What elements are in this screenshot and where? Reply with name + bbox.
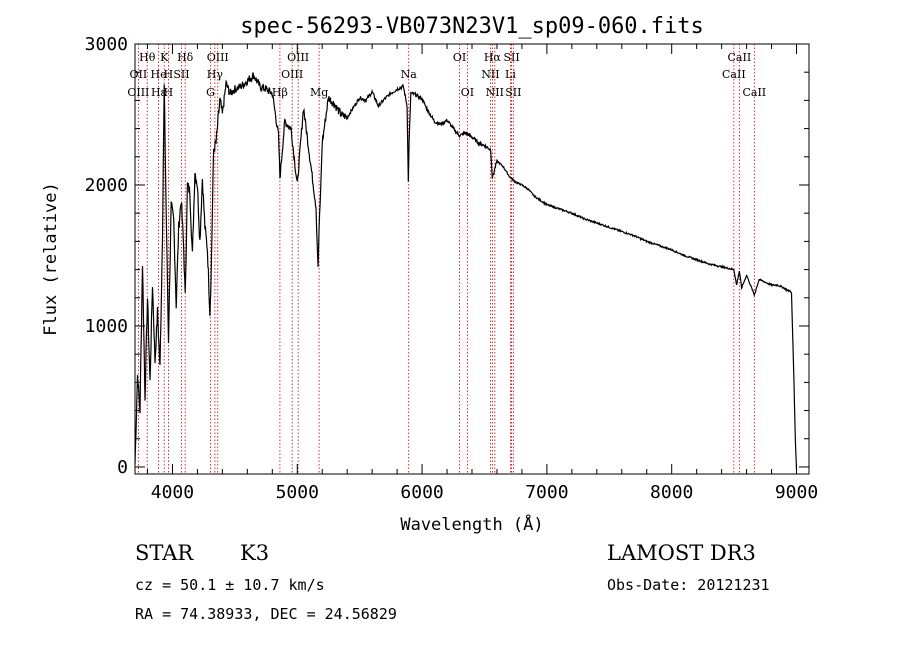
spectral-line-label: CaII [728,51,752,64]
spectral-line-label: Na [401,68,418,81]
y-tick-label: 1000 [85,316,128,337]
y-axis-label: Flux (relative) [41,182,61,336]
spectral-line-label: H [164,68,174,81]
spectral-line-label: SII [173,68,189,81]
spectral-line-label: G [206,86,215,99]
x-axis-label: Wavelength (Å) [400,513,543,535]
subclass: K3 [240,541,269,565]
spectrum-line [134,72,798,470]
spectral-line-label: OIII [281,68,303,81]
obs-date: Obs-Date: 20121231 [607,576,770,594]
object-type: STAR [135,541,194,565]
spectral-line-label: OI [453,51,466,64]
x-tick-label: 9000 [775,482,818,503]
spectral-line-label: Hα [484,51,502,64]
spectral-line-label: OIII [287,51,309,64]
x-tick-label: 7000 [525,482,568,503]
chart-title: spec-56293-VB073N23V1_sp09-060.fits [240,14,704,39]
spectral-line-label: OIII [127,86,149,99]
spectral-line-label: K [160,51,169,64]
x-tick-label: 6000 [400,482,443,503]
spectral-line-label: Hγ [207,68,224,81]
spectral-line-label: OII [130,68,148,81]
coordinates: RA = 74.38933, DEC = 24.56829 [135,605,397,623]
spectral-line-label: Hβ [272,86,288,99]
x-tick-label: 8000 [650,482,693,503]
spectral-line-label: He [151,68,167,81]
spectral-line-label: OIII [207,51,229,64]
spectral-line-label: Hθ [139,51,156,64]
spectral-line-label: Mg [310,86,328,99]
spectral-line-label: Hδ [177,51,194,64]
spectral-line-markers [137,44,755,474]
spectral-line-label: Hε [151,86,167,99]
spectral-line-label: NII [486,86,504,99]
spectral-line-label: SII [505,86,521,99]
axis-ticks: 4000 5000 6000 7000 8000 9000 0 1000 2000 3000 [85,34,819,503]
spectral-line-label: CaII [742,86,766,99]
spectral-line-label: OI [461,86,474,99]
spectral-line-label: SII [503,51,519,64]
y-tick-label: 2000 [85,175,128,196]
spectral-line-label: CaII [722,68,746,81]
x-tick-label: 5000 [276,482,319,503]
x-tick-label: 4000 [151,482,194,503]
spectral-line-label: Li [505,68,516,81]
y-tick-label: 0 [117,457,128,478]
velocity: cz = 50.1 ± 10.7 km/s [135,576,325,594]
y-tick-label: 3000 [85,34,128,55]
plot-frame [134,43,810,475]
spectral-line-label: NII [481,68,499,81]
spectral-line-label: H [164,86,174,99]
survey-name: LAMOST DR3 [607,541,756,565]
